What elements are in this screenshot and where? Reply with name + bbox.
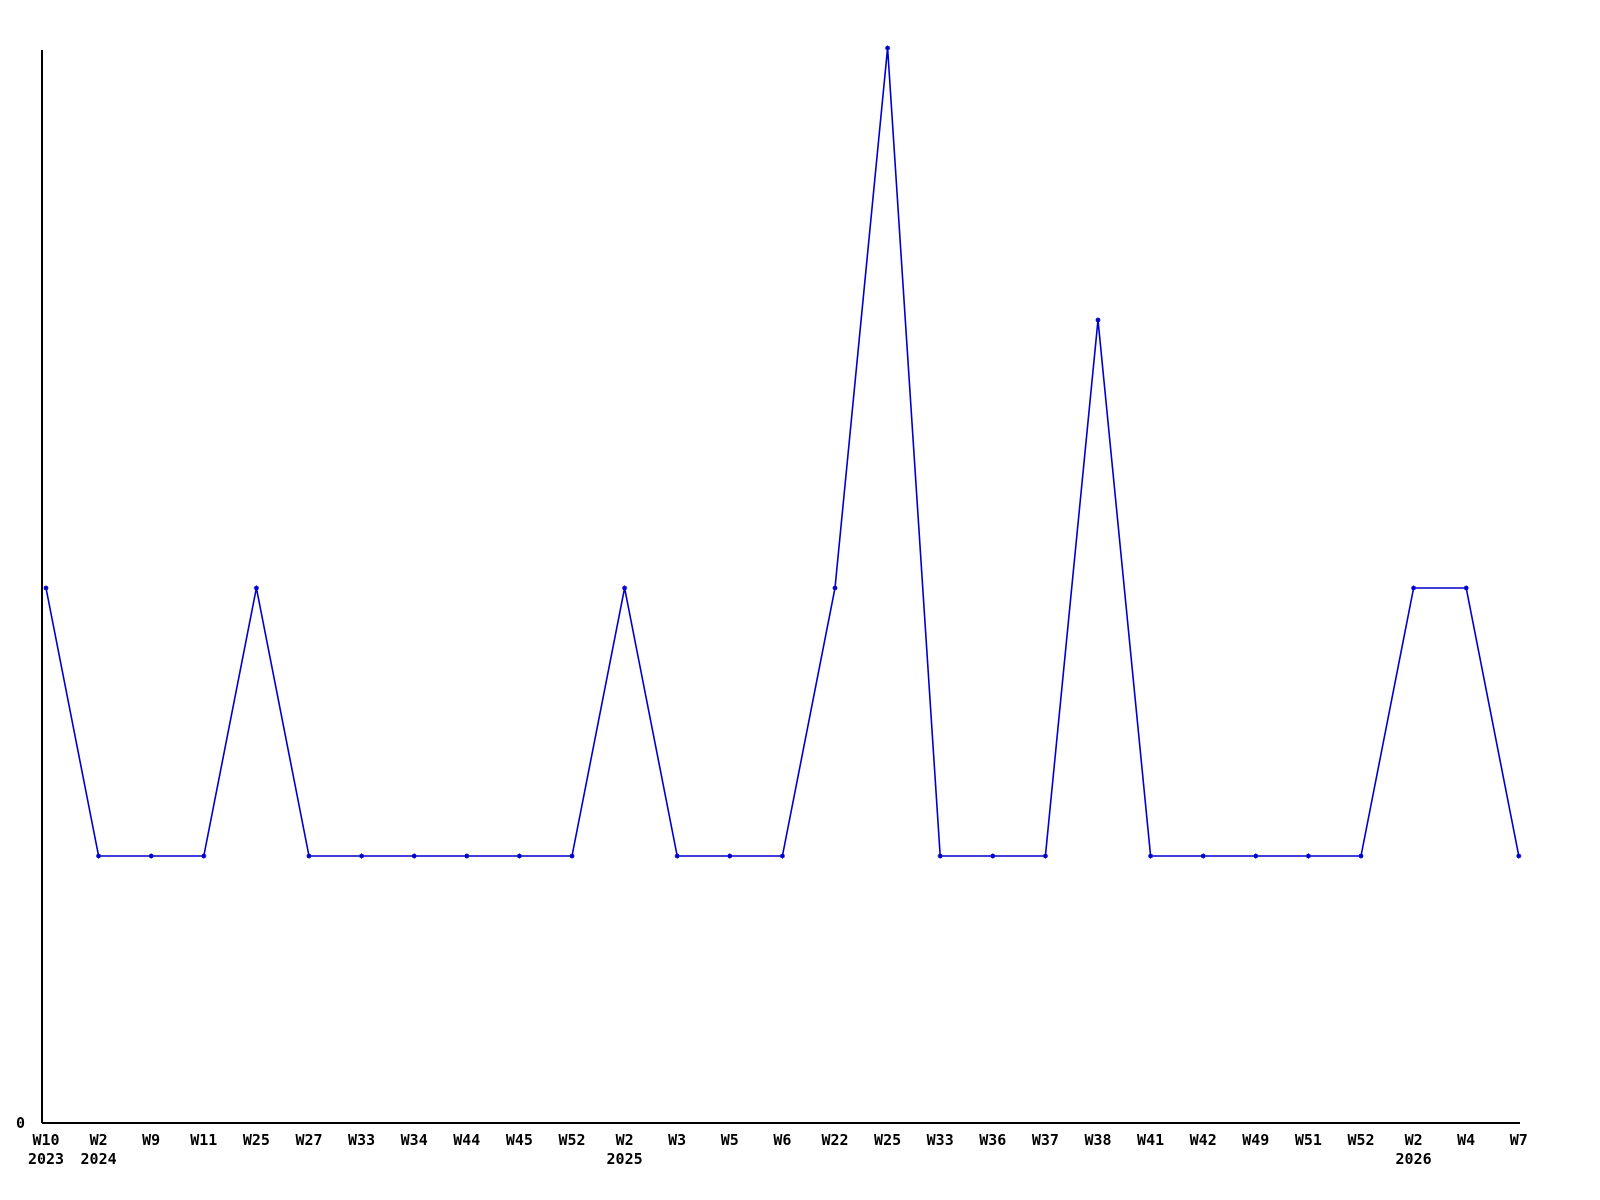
x-tick-week-label: W51	[1294, 1131, 1322, 1149]
x-axis-tick-24: W51	[1295, 1131, 1322, 1150]
x-tick-week-label: W33	[348, 1131, 376, 1149]
x-axis-tick-12: W3	[668, 1131, 686, 1150]
x-axis-tick-11: W2 2025	[607, 1131, 643, 1169]
x-axis-tick-0: W10 2023	[28, 1131, 64, 1169]
x-axis-tick-19: W37	[1032, 1131, 1059, 1150]
data-point-marker	[832, 585, 838, 591]
data-point-marker	[1200, 853, 1206, 859]
x-axis-tick-15: W22	[821, 1131, 848, 1150]
data-point-marker	[1095, 317, 1101, 323]
data-point-marker	[1411, 585, 1417, 591]
x-axis-tick-22: W42	[1190, 1131, 1217, 1150]
data-point-marker	[622, 585, 628, 591]
data-point-marker	[885, 45, 891, 51]
x-tick-week-label: W2	[615, 1131, 634, 1149]
data-point-marker	[1463, 585, 1469, 591]
x-axis-tick-26: W2 2026	[1396, 1131, 1432, 1169]
x-axis-tick-4: W25	[243, 1131, 270, 1150]
x-tick-week-label: W10	[32, 1131, 60, 1149]
x-tick-week-label: W37	[1031, 1131, 1059, 1149]
data-point-marker	[516, 853, 522, 859]
x-tick-week-label: W27	[295, 1131, 323, 1149]
x-tick-week-label: W7	[1509, 1131, 1528, 1149]
x-tick-week-label: W25	[242, 1131, 270, 1149]
x-tick-week-label: W2	[89, 1131, 108, 1149]
x-tick-week-label: W3	[668, 1131, 687, 1149]
series-markers-group	[43, 45, 1522, 859]
x-axis-tick-25: W52	[1347, 1131, 1374, 1150]
x-tick-week-label: W44	[453, 1131, 481, 1149]
x-tick-week-label: W22	[821, 1131, 849, 1149]
data-point-marker	[779, 853, 785, 859]
data-point-marker	[411, 853, 417, 859]
data-point-marker	[96, 853, 102, 859]
x-axis-tick-10: W52	[558, 1131, 585, 1150]
x-tick-week-label: W25	[874, 1131, 902, 1149]
x-axis-tick-18: W36	[979, 1131, 1006, 1150]
x-tick-week-label: W42	[1189, 1131, 1217, 1149]
data-point-marker	[1148, 853, 1154, 859]
data-point-marker	[990, 853, 996, 859]
x-axis-tick-9: W45	[506, 1131, 533, 1150]
x-axis-tick-17: W33	[927, 1131, 954, 1150]
x-tick-week-label: W33	[926, 1131, 954, 1149]
x-axis-tick-16: W25	[874, 1131, 901, 1150]
x-tick-year-label: 2023	[27, 1150, 65, 1168]
x-axis-tick-2: W9	[142, 1131, 160, 1150]
data-point-marker	[306, 853, 312, 859]
x-axis-tick-28: W7	[1510, 1131, 1528, 1150]
x-tick-year-label: 2025	[606, 1150, 643, 1168]
data-point-marker	[937, 853, 943, 859]
data-point-marker	[674, 853, 680, 859]
data-point-marker	[1358, 853, 1364, 859]
data-point-marker	[359, 853, 365, 859]
x-axis-tick-23: W49	[1242, 1131, 1269, 1150]
x-tick-week-label: W52	[558, 1131, 586, 1149]
x-tick-week-label: W36	[979, 1131, 1007, 1149]
x-axis-tick-14: W6	[773, 1131, 791, 1150]
data-point-marker	[464, 853, 470, 859]
data-point-marker	[1042, 853, 1048, 859]
data-point-marker	[727, 853, 733, 859]
data-point-marker	[1305, 853, 1311, 859]
x-tick-year-label: 2026	[1395, 1150, 1432, 1168]
data-point-marker	[201, 853, 207, 859]
x-tick-year-label: 2024	[80, 1150, 117, 1168]
x-axis-tick-6: W33	[348, 1131, 375, 1150]
x-axis-tick-5: W27	[295, 1131, 322, 1150]
x-tick-week-label: W34	[400, 1131, 428, 1149]
data-point-marker	[1253, 853, 1259, 859]
x-tick-week-label: W9	[142, 1131, 161, 1149]
x-tick-week-label: W41	[1137, 1131, 1165, 1149]
data-point-marker	[148, 853, 154, 859]
data-point-marker	[43, 585, 49, 591]
data-point-marker	[1516, 853, 1522, 859]
x-axis-tick-1: W2 2024	[81, 1131, 117, 1169]
x-axis-tick-8: W44	[453, 1131, 480, 1150]
x-axis-tick-3: W11	[190, 1131, 217, 1150]
x-tick-week-label: W5	[720, 1131, 739, 1149]
x-tick-week-label: W38	[1084, 1131, 1112, 1149]
data-point-marker	[253, 585, 259, 591]
x-axis-tick-13: W5	[721, 1131, 739, 1150]
data-point-marker	[569, 853, 575, 859]
x-tick-week-label: W6	[773, 1131, 792, 1149]
x-axis-tick-21: W41	[1137, 1131, 1164, 1150]
x-tick-week-label: W49	[1242, 1131, 1270, 1149]
x-axis-tick-20: W38	[1084, 1131, 1111, 1150]
x-tick-week-label: W52	[1347, 1131, 1375, 1149]
x-axis-tick-27: W4	[1457, 1131, 1475, 1150]
x-tick-week-label: W2	[1404, 1131, 1423, 1149]
series-line-weekly-count	[45, 47, 1520, 857]
x-tick-week-label: W11	[190, 1131, 218, 1149]
x-axis-tick-7: W34	[401, 1131, 428, 1150]
x-tick-week-label: W4	[1457, 1131, 1476, 1149]
x-tick-week-label: W45	[505, 1131, 533, 1149]
y-axis-zero-label: 0	[16, 1114, 26, 1132]
